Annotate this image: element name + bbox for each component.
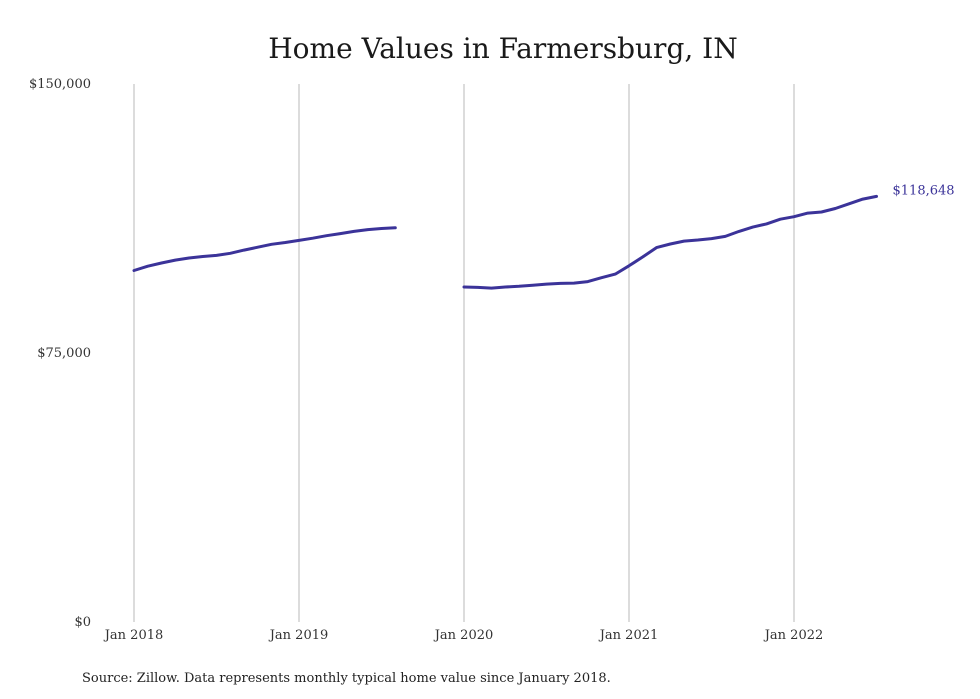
vertical-gridlines [133, 84, 795, 622]
series-line-segment-1 [132, 226, 397, 272]
x-tick-label: Jan 2022 [763, 628, 824, 643]
last-value-label: $118,648 [893, 183, 955, 198]
x-tick-label: Jan 2018 [103, 628, 164, 643]
y-tick-label: $0 [74, 615, 91, 630]
chart-title: Home Values in Farmersburg, IN [268, 32, 737, 65]
y-axis-tick-labels: $150,000 $75,000 $0 [29, 77, 91, 630]
series-line [132, 194, 878, 290]
x-tick-label: Jan 2020 [433, 628, 494, 643]
y-tick-label: $150,000 [29, 77, 91, 92]
x-tick-label: Jan 2021 [598, 628, 659, 643]
y-tick-label: $75,000 [37, 346, 91, 361]
series-line-segment-2 [462, 194, 878, 290]
source-note: Source: Zillow. Data represents monthly … [82, 671, 611, 686]
x-axis-tick-labels: Jan 2018 Jan 2019 Jan 2020 Jan 2021 Jan 2022 [103, 628, 824, 643]
x-tick-label: Jan 2019 [268, 628, 329, 643]
